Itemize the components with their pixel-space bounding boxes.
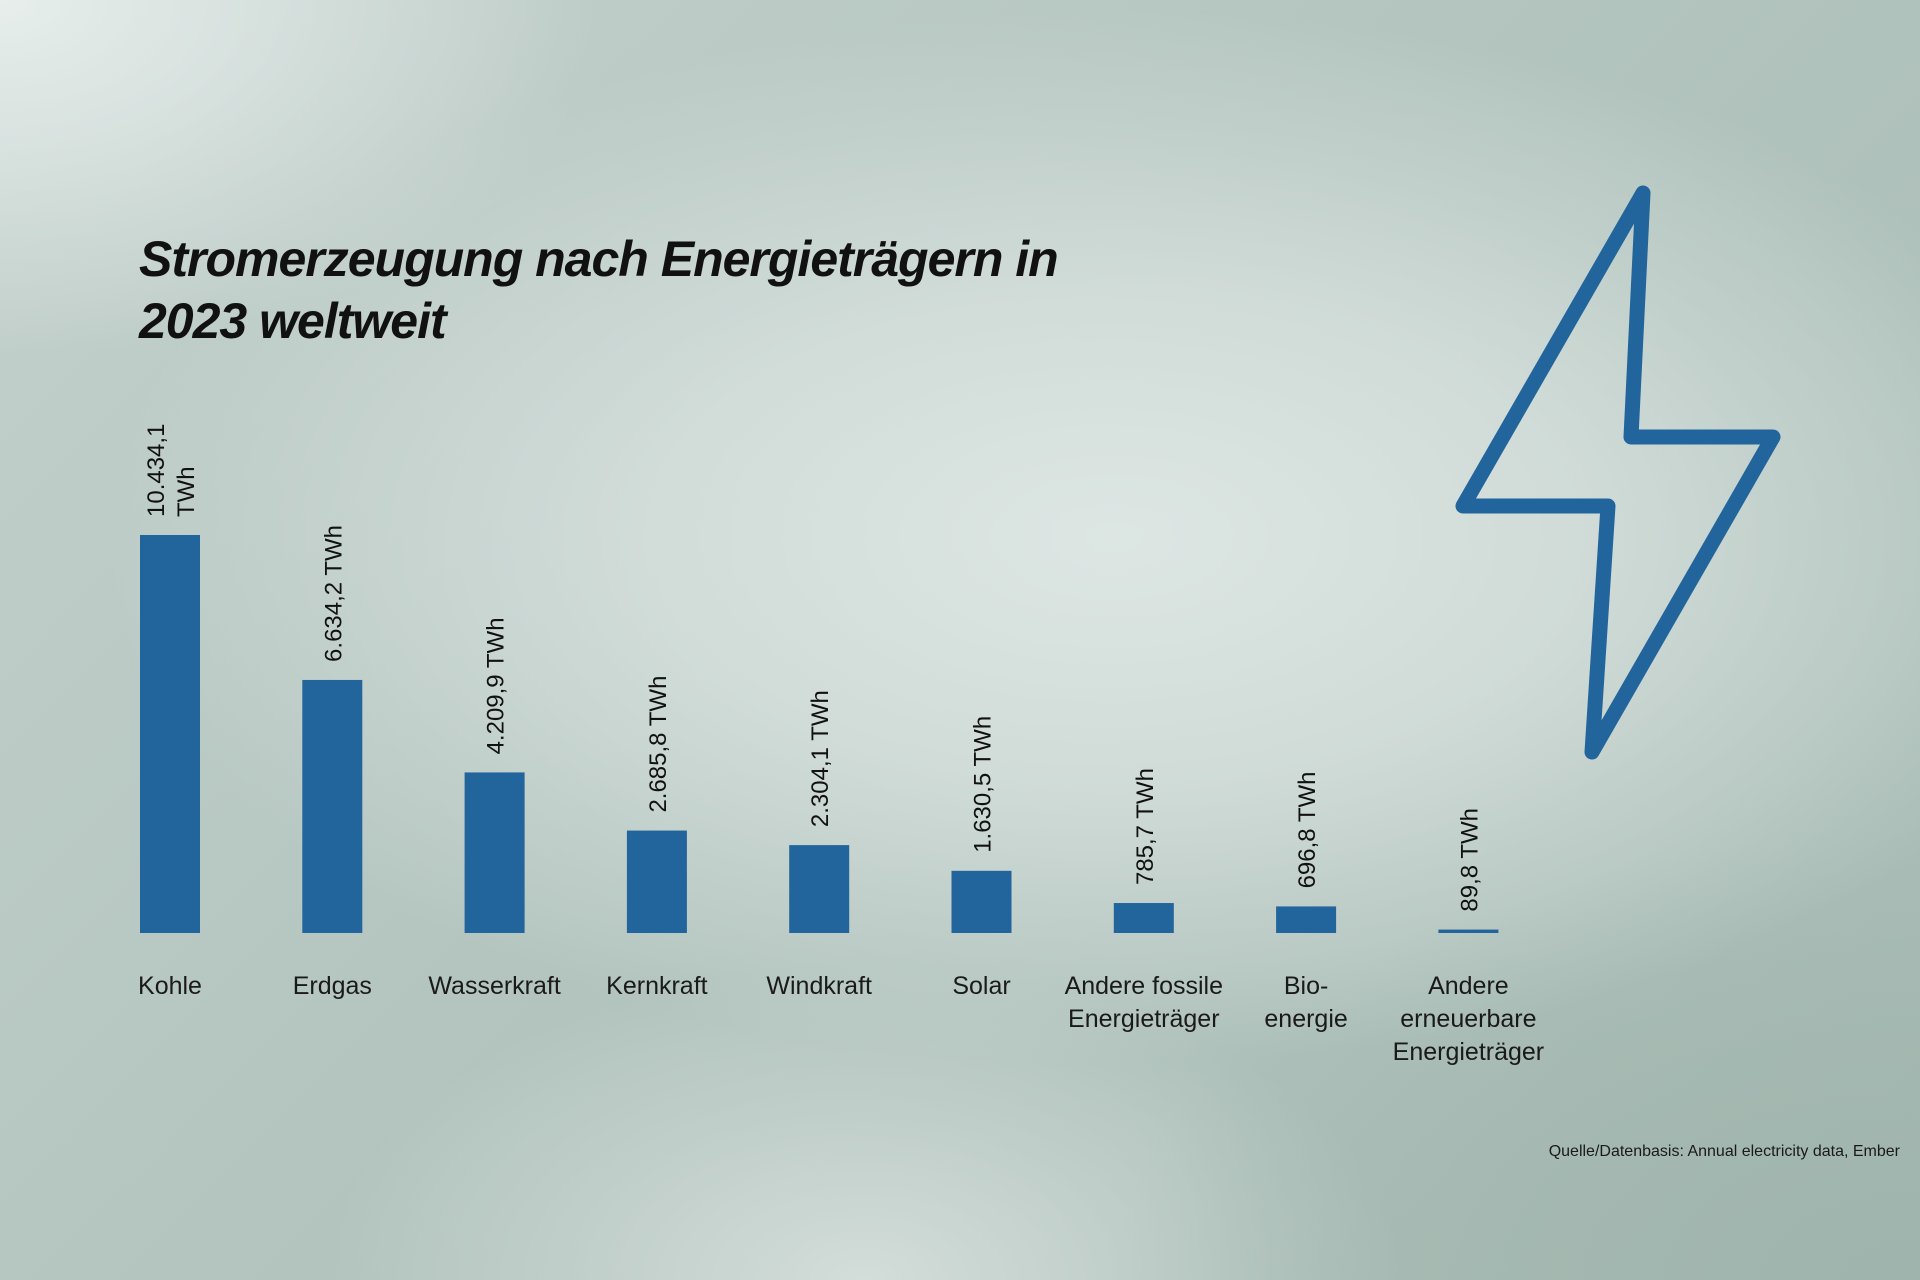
category-label-4: Windkraft <box>766 972 872 1000</box>
value-label-4: 2.304,1 TWh <box>807 690 834 827</box>
bar-4 <box>789 845 850 933</box>
category-label-5: Solar <box>952 972 1010 1000</box>
category-label-6: Andere fossile Energieträger <box>1065 972 1223 1033</box>
source-note: Quelle/Datenbasis: Annual electricity da… <box>1548 1143 1900 1160</box>
bar-2 <box>464 772 525 933</box>
bar-7 <box>1276 906 1337 933</box>
value-label-0: 10.434,1 TWh <box>143 424 200 517</box>
category-label-2: Wasserkraft <box>428 972 560 1000</box>
chart-title: Stromerzeugung nach Energieträgern in 20… <box>139 231 1059 349</box>
bar-6 <box>1113 903 1174 933</box>
bar-8 <box>1438 929 1499 933</box>
category-label-1: Erdgas <box>293 972 372 1000</box>
category-label-8: Andere erneuerbare Energieträger <box>1393 972 1544 1066</box>
bar-0 <box>140 535 200 933</box>
value-label-2: 4.209,9 TWh <box>483 617 510 754</box>
bar-5 <box>951 870 1012 933</box>
category-label-3: Kernkraft <box>606 972 707 1000</box>
value-label-3: 2.685,8 TWh <box>645 676 672 813</box>
value-label-7: 696,8 TWh <box>1294 771 1321 888</box>
value-label-8: 89,8 TWh <box>1456 808 1483 912</box>
bar-1 <box>302 679 363 933</box>
value-label-6: 785,7 TWh <box>1132 768 1159 885</box>
category-label-7: Bio-energie <box>1264 972 1347 1033</box>
lightning-bolt-icon <box>1455 185 1781 760</box>
bar-3 <box>626 830 687 933</box>
value-label-5: 1.630,5 TWh <box>970 716 997 853</box>
value-label-1: 6.634,2 TWh <box>320 525 347 662</box>
category-label-0: Kohle <box>138 972 202 1000</box>
